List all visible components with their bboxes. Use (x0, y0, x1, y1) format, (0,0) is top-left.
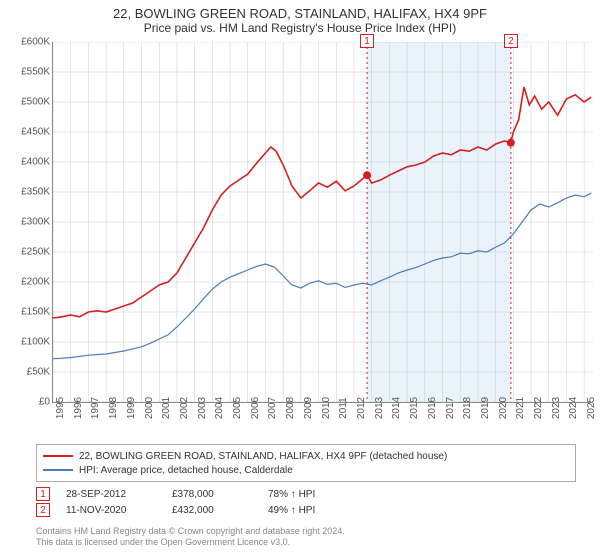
x-tick-label: 2022 (533, 397, 544, 419)
legend-item-hpi: HPI: Average price, detached house, Cald… (43, 463, 569, 477)
plot-area: 12 (52, 42, 593, 403)
sale-date: 11-NOV-2020 (66, 505, 156, 516)
legend-swatch-hpi (43, 469, 73, 471)
y-tick-label: £600K (6, 37, 50, 48)
copyright-footer: Contains HM Land Registry data © Crown c… (36, 526, 576, 548)
y-tick-label: £250K (6, 247, 50, 258)
x-tick-label: 2003 (197, 397, 208, 419)
sale-price: £432,000 (172, 505, 252, 516)
y-tick-label: £100K (6, 337, 50, 348)
x-tick-label: 2005 (232, 397, 243, 419)
sale-delta: 78% ↑ HPI (268, 489, 315, 500)
y-tick-label: £350K (6, 187, 50, 198)
x-tick-label: 2015 (409, 397, 420, 419)
x-tick-label: 2024 (568, 397, 579, 419)
y-tick-label: £450K (6, 127, 50, 138)
x-tick-label: 2012 (356, 397, 367, 419)
x-tick-label: 2001 (161, 397, 172, 419)
x-tick-label: 2011 (338, 397, 349, 419)
y-tick-label: £300K (6, 217, 50, 228)
x-tick-label: 2004 (214, 397, 225, 419)
legend-item-property: 22, BOWLING GREEN ROAD, STAINLAND, HALIF… (43, 449, 569, 463)
x-tick-label: 2018 (462, 397, 473, 419)
x-tick-label: 2013 (374, 397, 385, 419)
legend-swatch-property (43, 455, 73, 457)
y-axis: £0£50K£100K£150K£200K£250K£300K£350K£400… (6, 42, 52, 402)
x-tick-label: 1999 (126, 397, 137, 419)
sale-marker-icon: 2 (36, 503, 50, 517)
sale-marker-box: 1 (360, 34, 374, 48)
legend-label-property: 22, BOWLING GREEN ROAD, STAINLAND, HALIF… (79, 451, 447, 462)
sales-table: 1 28-SEP-2012 £378,000 78% ↑ HPI 2 11-NO… (36, 486, 576, 518)
y-tick-label: £550K (6, 67, 50, 78)
footer-line-1: Contains HM Land Registry data © Crown c… (36, 526, 576, 537)
page-subtitle: Price paid vs. HM Land Registry's House … (0, 21, 600, 35)
sale-marker-icon: 1 (36, 487, 50, 501)
x-tick-label: 2016 (427, 397, 438, 419)
x-tick-label: 2010 (321, 397, 332, 419)
x-tick-label: 1997 (90, 397, 101, 419)
y-tick-label: £200K (6, 277, 50, 288)
x-axis: 1995199619971998199920002001200220032004… (52, 404, 592, 440)
x-tick-label: 2000 (144, 397, 155, 419)
legend-label-hpi: HPI: Average price, detached house, Cald… (79, 465, 293, 476)
x-tick-label: 1998 (108, 397, 119, 419)
y-tick-label: £50K (6, 367, 50, 378)
x-tick-label: 2021 (515, 397, 526, 419)
sale-row: 2 11-NOV-2020 £432,000 49% ↑ HPI (36, 502, 576, 518)
x-tick-label: 2006 (250, 397, 261, 419)
x-tick-label: 2007 (267, 397, 278, 419)
x-tick-label: 2023 (551, 397, 562, 419)
sale-row: 1 28-SEP-2012 £378,000 78% ↑ HPI (36, 486, 576, 502)
chart-legend: 22, BOWLING GREEN ROAD, STAINLAND, HALIF… (36, 444, 576, 482)
x-tick-label: 2009 (303, 397, 314, 419)
y-tick-label: £150K (6, 307, 50, 318)
sale-marker-box: 2 (504, 34, 518, 48)
x-tick-label: 2008 (285, 397, 296, 419)
x-tick-label: 2014 (391, 397, 402, 419)
sale-delta: 49% ↑ HPI (268, 505, 315, 516)
x-tick-label: 2020 (498, 397, 509, 419)
x-tick-label: 1996 (73, 397, 84, 419)
x-tick-label: 2002 (179, 397, 190, 419)
sale-price: £378,000 (172, 489, 252, 500)
x-tick-label: 1995 (55, 397, 66, 419)
y-tick-label: £0 (6, 397, 50, 408)
x-tick-label: 2017 (445, 397, 456, 419)
sale-date: 28-SEP-2012 (66, 489, 156, 500)
y-tick-label: £400K (6, 157, 50, 168)
y-tick-label: £500K (6, 97, 50, 108)
price-chart: £0 £50K £100K £150K £200K £250K £300K £350K £400… (6, 42, 594, 442)
x-tick-label: 2019 (480, 397, 491, 419)
page-title: 22, BOWLING GREEN ROAD, STAINLAND, HALIF… (0, 6, 600, 21)
x-tick-label: 2025 (586, 397, 597, 419)
footer-line-2: This data is licensed under the Open Gov… (36, 537, 576, 548)
